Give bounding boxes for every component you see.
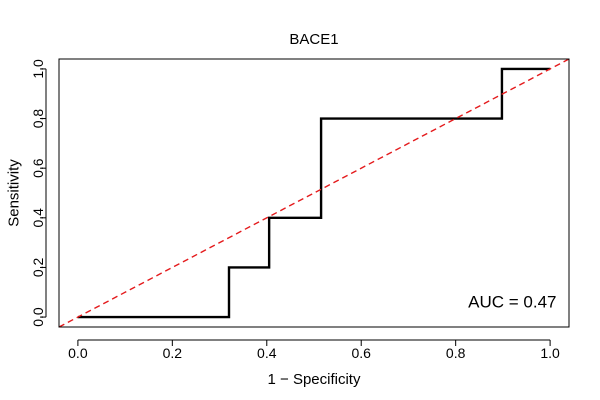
plot-frame bbox=[58, 58, 570, 328]
y-tick-label: 0.8 bbox=[30, 109, 46, 129]
y-tick-label: 0.2 bbox=[30, 258, 46, 278]
x-tick-label: 0.8 bbox=[446, 345, 466, 361]
x-tick-label: 0.6 bbox=[351, 345, 371, 361]
y-axis-label: Sensitivity bbox=[6, 159, 23, 227]
y-tick-label: 0.0 bbox=[30, 307, 46, 327]
chance-diagonal-line bbox=[59, 59, 569, 327]
auc-annotation: AUC = 0.47 bbox=[468, 293, 556, 312]
chart-title: BACE1 bbox=[289, 31, 338, 48]
x-tick-label: 0.0 bbox=[68, 345, 88, 361]
x-tick-label: 0.4 bbox=[257, 345, 277, 361]
y-tick-label: 0.6 bbox=[30, 158, 46, 178]
x-tick-label: 1.0 bbox=[540, 345, 560, 361]
x-tick-label: 0.2 bbox=[163, 345, 183, 361]
x-axis-label: 1 − Specificity bbox=[268, 371, 361, 388]
y-tick-label: 1.0 bbox=[30, 59, 46, 79]
y-tick-label: 0.4 bbox=[30, 208, 46, 228]
